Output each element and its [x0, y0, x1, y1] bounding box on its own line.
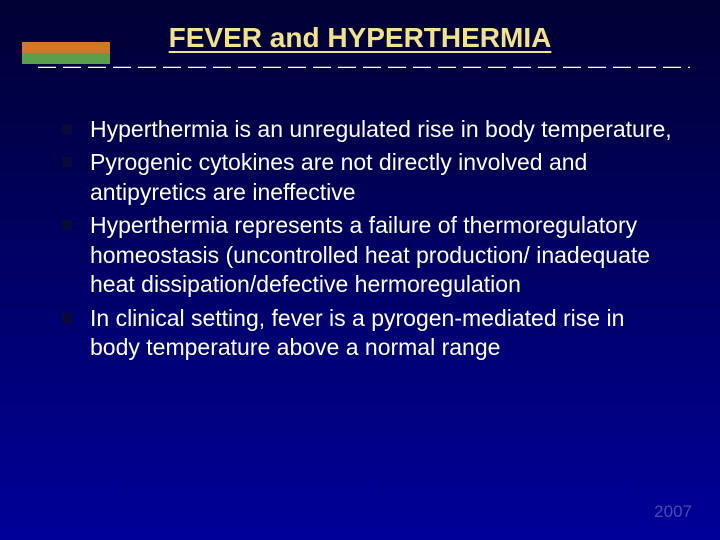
bullet-square-icon — [62, 313, 72, 323]
list-item: In clinical setting, fever is a pyrogen-… — [62, 304, 672, 363]
title-area: FEVER and HYPERTHERMIA — — — — — — — — —… — [0, 0, 720, 77]
bullet-square-icon — [62, 124, 72, 134]
content-area: Hyperthermia is an unregulated rise in b… — [0, 77, 720, 363]
title-underline-dashes: — — — — — — — — — — — — — — — — — — — — … — [30, 56, 690, 77]
bullet-text: Hyperthermia is an unregulated rise in b… — [90, 116, 672, 142]
bullet-text: In clinical setting, fever is a pyrogen-… — [90, 305, 624, 360]
bullet-text: Pyrogenic cytokines are not directly inv… — [90, 149, 587, 204]
list-item: Hyperthermia is an unregulated rise in b… — [62, 115, 672, 144]
bullet-square-icon — [62, 220, 72, 230]
slide-title: FEVER and HYPERTHERMIA — [30, 22, 690, 54]
bullet-list: Hyperthermia is an unregulated rise in b… — [62, 115, 672, 363]
footer-year: 2007 — [654, 502, 692, 522]
bullet-square-icon — [62, 157, 72, 167]
bullet-text: Hyperthermia represents a failure of the… — [90, 212, 650, 297]
list-item: Hyperthermia represents a failure of the… — [62, 211, 672, 299]
list-item: Pyrogenic cytokines are not directly inv… — [62, 148, 672, 207]
